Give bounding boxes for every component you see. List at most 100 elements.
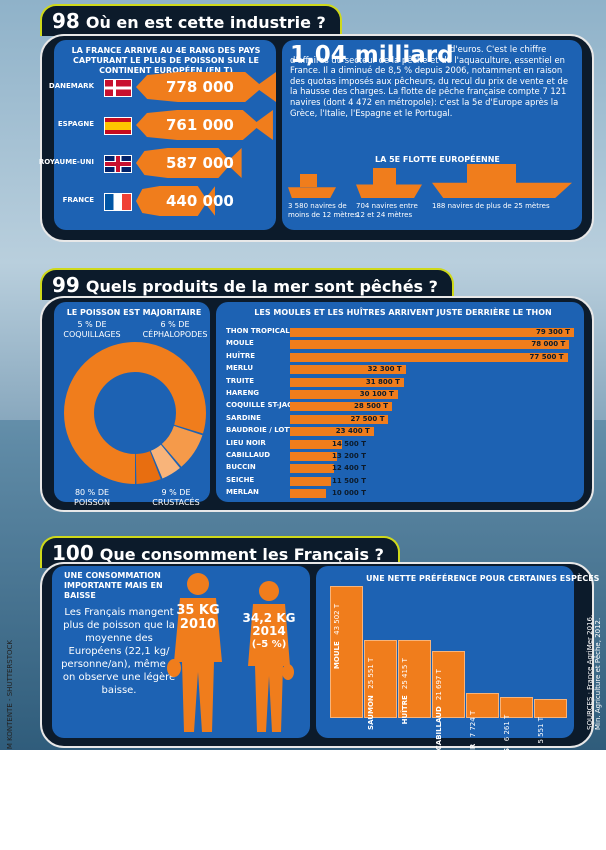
species-value-5: 30 100 T [359,390,394,398]
flag-2 [104,155,132,173]
species-value-0: 79 300 T [535,328,570,336]
fleet-box [282,40,582,230]
preference-caption: UNE NETTE PRÉFÉRENCE POUR CERTAINES ESPÈ… [366,574,600,583]
species-bar-8 [290,427,374,437]
preference-value-6: 5 551 T [537,717,545,747]
preference-category-0: MOULE [333,641,341,670]
fish-value-2: 587 000 [166,154,234,172]
fish-value-1: 761 000 [166,116,234,134]
species-label-1: MOULE [226,339,254,348]
preference-value-2: 25 415 T [401,658,409,692]
boat-cabin-0 [300,174,317,188]
species-label-12: SEICHE [226,475,255,484]
fleet-caption: LA 5e FLOTTE EUROPÉENNE [375,155,500,164]
figure-2014-value: 34,2 KG [242,611,296,625]
preference-value-0: 43 502 T [333,604,341,638]
species-value-2: 77 500 T [529,352,564,361]
species-value-10: 13 200 T [331,452,366,460]
species-bar-5 [290,390,398,399]
photo-credit: M KONTENTE - SHUTTERSTOCK [6,640,14,750]
preference-bar-2 [398,640,431,718]
label-cephalopodes: 6 % DE CÉPHALOPODES [142,320,208,339]
donut-chart [64,342,206,484]
preference-bar-5 [500,697,533,718]
country-name-3: FRANCE [62,196,94,204]
figure-2010: 35 KG 2010 [168,604,228,632]
section-99-number: 99 [52,273,80,297]
species-bar-12 [290,476,332,486]
preference-bar-1 [364,639,397,718]
preference-bar-6 [534,699,567,718]
country-name-0: DANEMARK [48,82,94,90]
headline-value: 1,04 milliard [290,42,454,68]
species-bar-1 [290,340,570,350]
person-2010-silhouette [167,573,222,732]
section-99-header: 99 Quels produits de la mer sont pêchés ? [40,268,454,300]
preference-label-1: SAUMON 25 551 T [367,658,375,730]
boat-caption-1: 704 navires entre 12 et 24 mètres [356,202,418,219]
species-label-6: COQUILLE ST-JACQUES [226,401,314,410]
headline-text: d'euros. C'est le chiffre d'affaires du … [290,44,568,118]
species-label-5: HARENG [226,389,260,397]
preference-category-3: CABILLAUD [435,706,443,751]
section-98-number: 98 [52,9,80,33]
flag-3 [104,193,132,211]
boat-caption-0: 3 580 navires de moins de 12 mètres [288,202,359,219]
boat-hull-2 [432,182,572,198]
label-poisson: 80 % DE POISSON [74,488,110,507]
preference-label-4: LIEU NOIR 7 724 T [469,711,477,784]
boat-hull-0 [288,187,336,198]
species-bar-0 [290,328,574,337]
consumption-text: Les Français mangent plus de poisson que… [61,607,177,696]
label-crustaces: 9 % DE CRUSTACÉS [152,488,200,507]
preference-bar-0 [330,586,363,718]
species-value-6: 28 500 T [354,402,389,411]
preference-value-5: 6 261 T [503,715,511,745]
preference-label-2: HUÎTRE 25 415 T [401,658,409,724]
section-99-title: Quels produits de la mer sont pêchés ? [85,277,438,296]
figure-2014: 34,2 KG 2014 (–5 %) [238,612,300,651]
boat-hull-1 [356,184,422,198]
species-bar-6 [290,402,393,412]
boat-cabin-1 [372,168,396,185]
species-value-11: 12 400 T [331,464,366,473]
species-label-3: MERLU [226,364,254,373]
species-bar-2 [290,352,568,362]
preference-value-4: 7 724 T [469,710,477,740]
species-value-8: 23 400 T [335,427,370,436]
country-name-2: ROYAUME-UNI [38,158,94,166]
preference-label-0: MOULE 43 502 T [333,604,341,669]
donut-slice-poisson [64,342,206,484]
species-label-11: BUCCIN [226,463,256,472]
figure-2010-value: 35 KG [176,603,220,618]
fish-value-0: 778 000 [166,78,234,96]
species-label-2: HUÎTRE [226,351,256,360]
species-bar-4 [290,377,404,387]
species-value-9: 14 500 T [331,439,366,448]
species-value-1: 78 000 T [531,340,566,349]
boat-caption-2: 188 navires de plus de 25 mètres [432,202,550,210]
label-coquillages: 5 % DE COQUILLAGES [63,320,121,339]
species-label-7: SARDINE [226,413,261,422]
section-100-number: 100 [52,541,94,565]
preference-bar-4 [466,692,499,718]
figure-2014-year: 2014 [252,624,286,638]
preference-label-3: CABILLAUD 21 697 T [435,669,443,750]
species-label-4: TRUITE [226,376,255,385]
section-98-title: Où en est cette industrie ? [85,13,326,32]
preference-category-1: SAUMON [367,694,375,730]
preference-category-6: TRUITE [537,750,545,779]
flag-1 [104,117,132,135]
species-bar-9 [290,439,342,449]
section-100-title: Que consomment les Français ? [99,545,384,564]
preference-category-2: HUÎTRE [401,695,409,725]
consumption-caption: UNE CONSOMMATION IMPORTANTE MAIS EN BAIS… [64,571,163,600]
country-name-1: ESPAGNE [57,120,94,128]
species-value-12: 11 500 T [331,476,366,485]
species-value-7: 27 500 T [350,414,385,423]
donut-caption: LE POISSON EST MAJORITAIRE [66,308,202,317]
species-bar-13 [290,489,326,499]
species-label-0: THON TROPICAL [226,327,290,335]
boat-cabin-2 [467,164,516,183]
species-label-13: MERLAN [226,488,259,497]
